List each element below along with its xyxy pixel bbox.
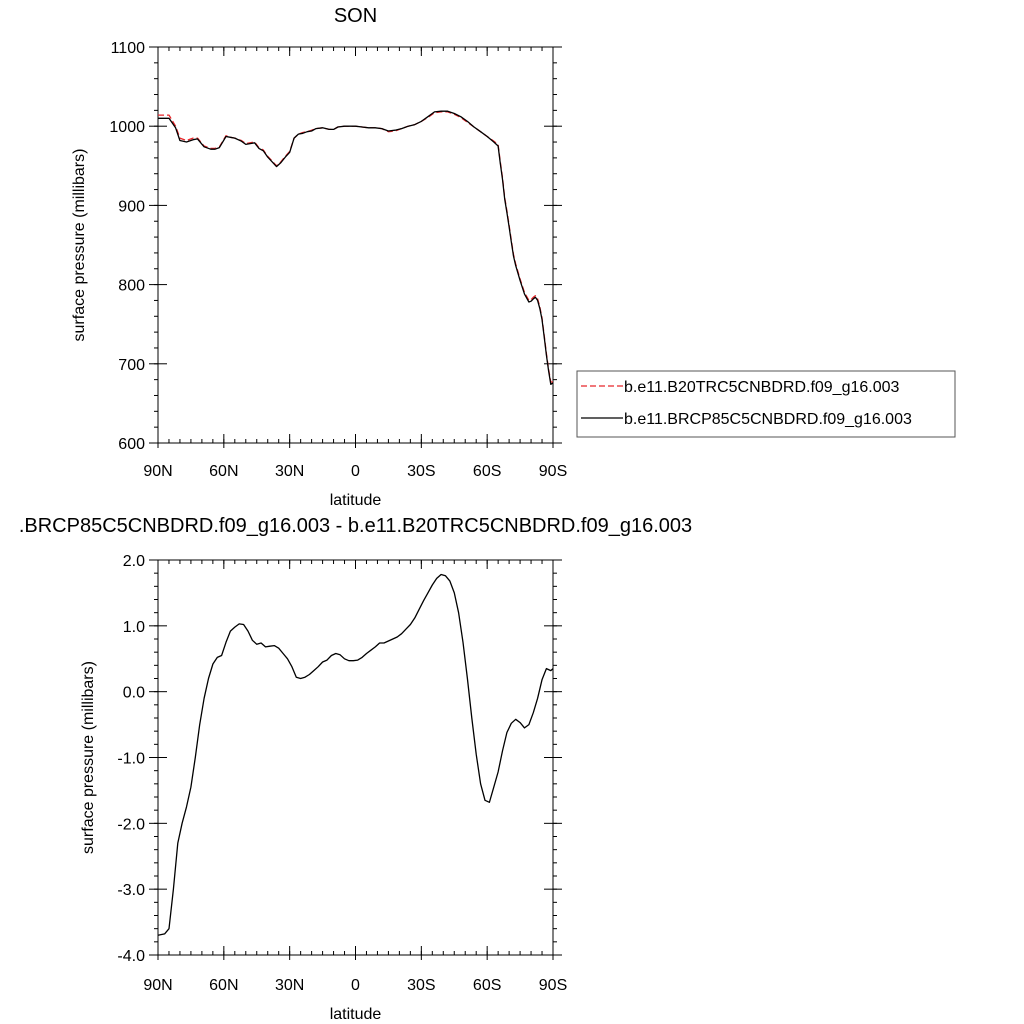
x-axis-label: latitude [330, 1006, 382, 1023]
x-axis-label: latitude [330, 492, 382, 509]
x-tick-label: 90S [539, 977, 567, 994]
y-tick-label: 700 [118, 357, 145, 374]
x-tick-label: 60S [473, 463, 501, 480]
x-tick-label: 60N [209, 977, 238, 994]
legend-entry: b.e11.B20TRC5CNBDRD.f09_g16.003 [624, 379, 900, 396]
y-tick-label: 1100 [111, 40, 146, 57]
x-tick-label: 90N [143, 977, 172, 994]
legend-entry: b.e11.BRCP85C5CNBDRD.f09_g16.003 [624, 411, 912, 428]
series-line-1 [157, 573, 554, 936]
y-tick-label: 0.0 [123, 685, 145, 702]
y-axis-label: surface pressure (millibars) [71, 149, 88, 342]
y-tick-label: -2.0 [117, 816, 145, 833]
y-tick-label: 800 [118, 278, 145, 295]
plot-frame [157, 46, 554, 444]
y-axis-label: surface pressure (millibars) [80, 661, 97, 854]
y-tick-label: 600 [118, 436, 145, 453]
x-tick-label: 0 [351, 977, 360, 994]
y-tick-label: -1.0 [117, 751, 145, 768]
x-tick-label: 30N [275, 463, 304, 480]
chart-2: .BRCP85C5CNBDRD.f09_g16.003 - b.e11.B20T… [19, 515, 692, 1023]
chart-title: .BRCP85C5CNBDRD.f09_g16.003 - b.e11.B20T… [19, 515, 692, 537]
x-tick-label: 30S [407, 977, 435, 994]
legend: b.e11.B20TRC5CNBDRD.f09_g16.003 b.e11.BRC… [576, 370, 956, 438]
x-tick-label: 30S [407, 463, 435, 480]
y-tick-label: 1000 [109, 119, 145, 136]
y-tick-label: -3.0 [117, 882, 145, 899]
y-tick-label: 2.0 [123, 553, 145, 570]
legend-box [576, 370, 956, 438]
y-tick-label: 900 [118, 198, 145, 215]
x-tick-label: 60S [473, 977, 501, 994]
y-tick-label: 1.0 [123, 619, 145, 636]
x-tick-label: 90S [539, 463, 567, 480]
chart-1: SON 90N 60N 30N 0 30S 60S 90S 600 700 800 900 1000 11… [71, 5, 956, 509]
x-tick-label: 30N [275, 977, 304, 994]
series-line-2 [158, 110, 554, 386]
x-tick-label: 90N [143, 463, 172, 480]
x-tick-label: 60N [209, 463, 238, 480]
chart-title: SON [334, 5, 377, 27]
x-tick-label: 0 [351, 463, 360, 480]
series-line-1 [158, 111, 553, 383]
plot-frame [157, 559, 554, 956]
y-tick-label: -4.0 [117, 948, 145, 965]
